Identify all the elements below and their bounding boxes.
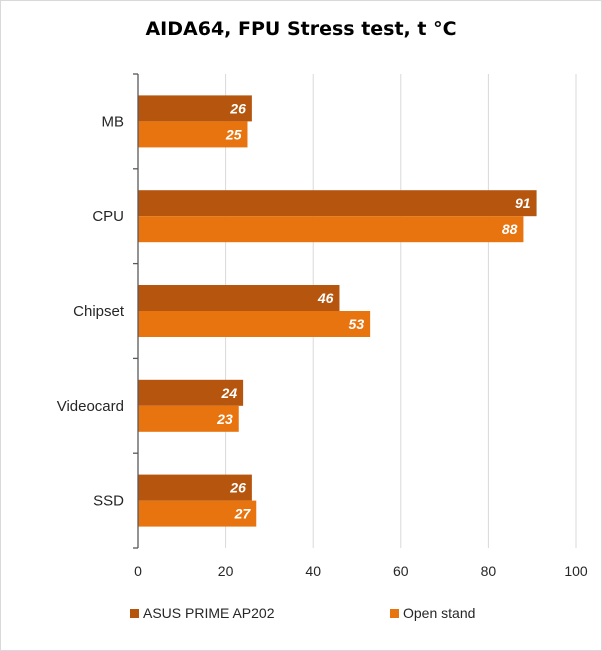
bar-cpu-series-2 [138,216,524,243]
x-tick-label-60: 60 [393,563,409,579]
bar-mb-series-1 [138,95,252,122]
bar-mb-series-2 [138,121,248,148]
data-label-videocard-series-2: 23 [216,411,233,427]
bar-ssd-series-1 [138,474,252,501]
data-label-videocard-series-1: 24 [221,385,238,401]
x-tick-label-100: 100 [564,563,588,579]
data-label-mb-series-1: 26 [229,100,246,116]
legend: ASUS PRIME AP202 Open stand [130,605,475,621]
x-tick-label-20: 20 [218,563,234,579]
category-label-chipset: Chipset [73,303,125,320]
bar-chipset-series-1 [138,285,340,311]
bar-videocard-series-2 [138,405,239,432]
data-label-ssd-series-1: 26 [229,480,246,496]
chart-title: AIDA64, FPU Stress test, t °C [145,18,456,40]
legend-label-series-2: Open stand [403,605,475,621]
data-label-ssd-series-2: 27 [234,506,252,522]
legend-label-series-1: ASUS PRIME AP202 [143,605,275,621]
bar-videocard-series-1 [138,379,244,406]
legend-swatch-series-1 [130,609,139,618]
x-tick-label-0: 0 [134,563,142,579]
data-label-cpu-series-1: 91 [515,195,531,211]
category-label-cpu: CPU [92,208,124,225]
data-label-chipset-series-2: 53 [349,316,365,332]
data-label-cpu-series-2: 88 [502,221,518,237]
category-label-mb: MB [102,113,125,130]
bar-chipset-series-2 [138,311,371,337]
bar-ssd-series-2 [138,500,257,527]
axes: 0 20 40 60 80 100 MB CPU Chipset Videocard SSD [57,73,588,579]
bars: 26 25 91 88 46 53 24 23 26 27 [138,95,537,527]
x-tick-label-80: 80 [481,563,497,579]
bar-cpu-series-1 [138,190,537,217]
data-label-chipset-series-1: 46 [317,290,334,306]
category-label-videocard: Videocard [57,398,124,415]
x-tick-label-40: 40 [305,563,321,579]
legend-swatch-series-2 [390,609,399,618]
data-label-mb-series-2: 25 [225,126,242,142]
category-label-ssd: SSD [93,493,124,510]
gridlines [225,74,577,548]
